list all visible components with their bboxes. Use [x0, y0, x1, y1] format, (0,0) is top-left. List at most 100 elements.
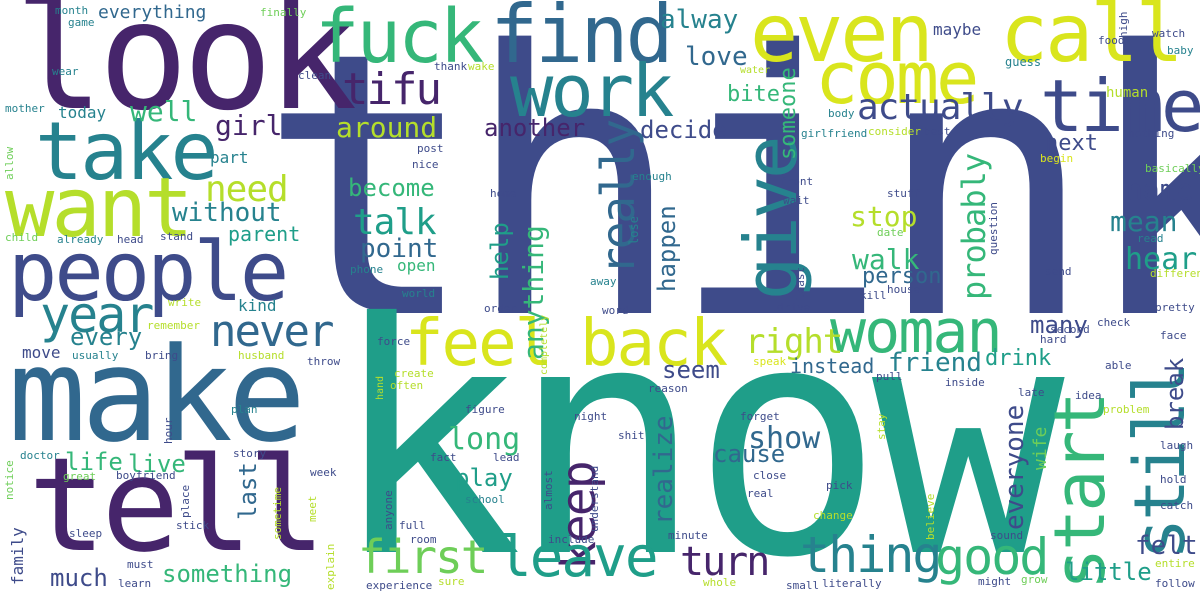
- word-post: post: [417, 142, 444, 155]
- word-life: life: [65, 448, 123, 476]
- word-time: time: [1040, 64, 1200, 148]
- word-world: world: [402, 287, 436, 300]
- word-wait: wait: [783, 194, 810, 207]
- word-finally: finally: [260, 6, 307, 19]
- word-take: take: [35, 105, 219, 198]
- word-room: room: [410, 533, 437, 546]
- word-first: first: [358, 530, 488, 584]
- word-literally: literally: [822, 577, 882, 590]
- word-speak: speak: [753, 355, 787, 368]
- word-able: able: [1105, 359, 1132, 372]
- word-every: every: [70, 323, 143, 351]
- word-head: head: [117, 233, 144, 246]
- word-tifu: tifu: [342, 64, 442, 115]
- word-little: little: [1065, 558, 1152, 586]
- word-friend: friend: [888, 348, 982, 378]
- word-human: human: [1106, 85, 1149, 101]
- word-experience: experience: [366, 579, 433, 592]
- word-instead: instead: [790, 354, 875, 378]
- word-place: place: [179, 484, 192, 518]
- word-even: even: [750, 0, 934, 80]
- word-hand: hand: [375, 375, 386, 400]
- word-drive: drive: [777, 301, 811, 314]
- word-stuff: stuff: [887, 187, 921, 200]
- word-doctor: doctor: [20, 449, 60, 462]
- word-figure: figure: [465, 403, 505, 416]
- word-year: year: [40, 286, 154, 344]
- word-hard: hard: [1040, 333, 1067, 346]
- word-something: something: [162, 560, 293, 588]
- word-come: come: [815, 36, 979, 120]
- word-guess: guess: [1005, 55, 1042, 69]
- word-explain: explain: [324, 543, 337, 590]
- word-help: help: [486, 222, 514, 280]
- word-good: good: [935, 528, 1049, 586]
- word-late: late: [1018, 386, 1045, 399]
- word-bite: bite: [727, 82, 780, 107]
- word-watch: watch: [1152, 27, 1186, 40]
- word-sure: sure: [438, 575, 465, 588]
- word-water: water: [740, 65, 771, 76]
- word-already: already: [57, 233, 104, 246]
- word-hour: hour: [162, 417, 175, 445]
- word-mean: mean: [1110, 205, 1178, 238]
- word-anyone: anyone: [382, 490, 395, 530]
- word-high: high: [1117, 11, 1130, 39]
- word-close: close: [753, 469, 787, 482]
- word-home: home: [490, 187, 517, 200]
- word-mother: mother: [5, 102, 45, 115]
- word-send: send: [1045, 265, 1072, 278]
- word-boyfriend: boyfriend: [116, 469, 176, 482]
- word-clean: clean: [298, 69, 332, 82]
- word-point: point: [360, 234, 439, 264]
- word-story: story: [233, 447, 267, 460]
- word-remember: remember: [147, 319, 200, 332]
- word-different: different: [1150, 267, 1200, 280]
- word-leave: leave: [498, 525, 659, 590]
- word-right: right: [745, 322, 843, 362]
- word-stay: stay: [875, 413, 888, 441]
- word-stand: stand: [160, 230, 194, 243]
- word-game: game: [68, 16, 95, 29]
- word-need: need: [205, 169, 289, 210]
- word-night: night: [574, 410, 608, 423]
- word-without: without: [172, 198, 282, 228]
- word-fact: fact: [430, 451, 457, 464]
- word-thank: thank: [434, 60, 468, 73]
- word-someone: someone: [776, 67, 801, 160]
- word-next: next: [1045, 131, 1098, 156]
- word-catch: catch: [1160, 499, 1194, 512]
- word-last: last: [234, 462, 262, 520]
- word-name: name: [1126, 173, 1194, 206]
- word-begin: begin: [1040, 152, 1074, 165]
- word-pull: pull: [876, 370, 903, 383]
- word-pick: pick: [826, 479, 853, 492]
- word-real: real: [747, 487, 774, 500]
- word-break: break: [1161, 357, 1189, 430]
- word-date: date: [877, 226, 904, 239]
- word-small: small: [786, 579, 820, 592]
- word-believe: believe: [924, 493, 937, 540]
- word-phone: phone: [350, 263, 384, 276]
- word-thing: thing: [800, 526, 943, 584]
- word-everyone: everyone: [1000, 404, 1030, 530]
- word-make: make: [8, 319, 306, 471]
- word-idea: idea: [1075, 389, 1102, 402]
- word-enough: enough: [632, 170, 672, 183]
- word-around: around: [336, 111, 438, 144]
- word-girlfriend: girlfriend: [801, 127, 868, 140]
- word-tell: tell: [28, 429, 326, 581]
- word-open: open: [397, 256, 436, 275]
- word-actually: actually: [857, 87, 1023, 128]
- word-woman: woman: [830, 297, 1003, 367]
- word-second: second: [1050, 323, 1090, 336]
- word-maybe: maybe: [933, 20, 982, 39]
- word-hear: hear: [1125, 242, 1198, 277]
- word-husband: husband: [238, 349, 285, 362]
- word-completely: completely: [539, 314, 550, 375]
- word-move: move: [22, 343, 61, 362]
- word-least: least: [794, 266, 807, 300]
- word-notice: notice: [3, 460, 16, 500]
- word-read: read: [1137, 232, 1164, 245]
- word-turn: turn: [680, 539, 770, 585]
